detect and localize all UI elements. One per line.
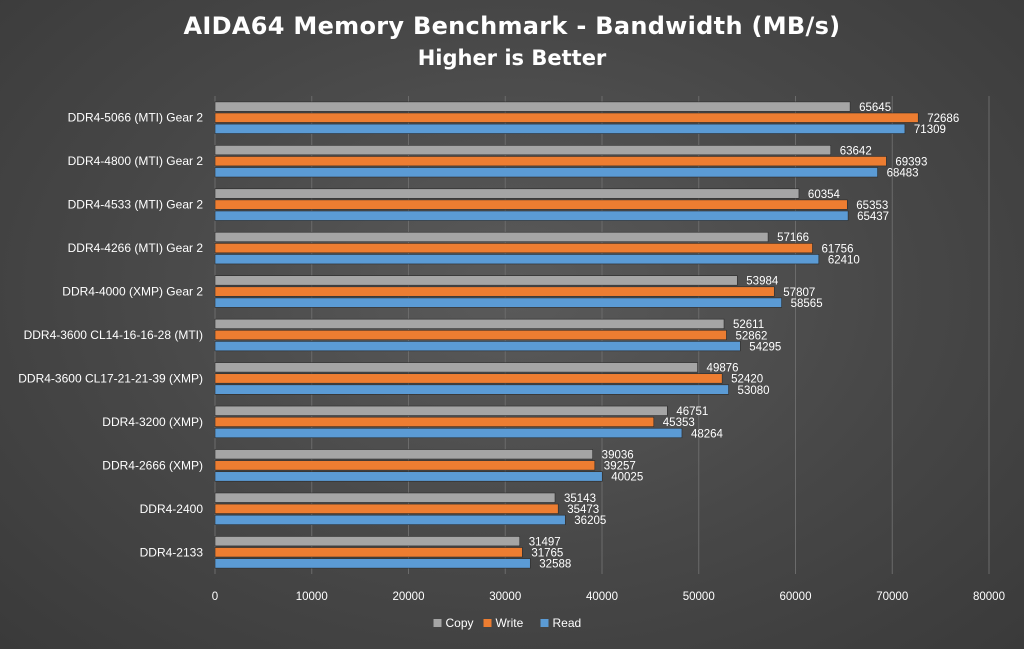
bar-copy [214, 188, 800, 199]
category-label: DDR4-3600 CL14-16-16-28 (MTI) [24, 328, 203, 342]
bar-write [214, 199, 848, 210]
category-label: DDR4-3200 (XMP) [102, 415, 203, 429]
data-label: 65353 [856, 200, 888, 212]
bar-read [214, 167, 878, 178]
bar-write [214, 243, 813, 254]
labels: 0 10000 20000 30000 40000 50000 60000 70000 8000… [18, 102, 1005, 603]
bar-write [214, 460, 596, 471]
bar-write [214, 112, 919, 123]
category-label: DDR4-2400 [140, 502, 204, 516]
bar-write [214, 416, 655, 427]
bar-copy [214, 405, 668, 416]
data-label: 72686 [927, 113, 959, 125]
bar-read [214, 427, 683, 439]
data-label: 39257 [604, 461, 636, 473]
data-label: 57807 [783, 287, 815, 299]
bars [214, 101, 919, 569]
category-label: DDR4-4000 (XMP) Gear 2 [62, 285, 203, 299]
bar-read [214, 514, 566, 525]
bar-write [214, 156, 887, 167]
legend: Copy Write Read [433, 616, 582, 630]
category-label: DDR4-5066 (MTI) Gear 2 [68, 111, 204, 125]
data-label: 52420 [731, 374, 763, 386]
x-tick-label: 40000 [586, 591, 618, 603]
x-tick-label: 10000 [296, 591, 328, 603]
bar-read [214, 384, 729, 395]
bar-write [214, 373, 723, 384]
data-label: 57166 [777, 232, 809, 244]
bar-write [214, 503, 559, 514]
data-label: 35473 [567, 504, 599, 516]
bar-copy [214, 536, 521, 547]
data-label: 65645 [859, 102, 891, 114]
bar-copy [214, 318, 725, 329]
legend-swatch-copy [433, 619, 442, 627]
data-label: 54295 [749, 341, 781, 353]
data-label: 65437 [857, 211, 889, 223]
category-label: DDR4-4266 (MTI) Gear 2 [68, 241, 204, 255]
category-label: DDR4-2666 (XMP) [102, 458, 203, 472]
x-tick-label: 30000 [489, 591, 521, 603]
bar-copy [214, 101, 851, 112]
data-label: 49876 [707, 363, 739, 375]
data-label: 68483 [887, 168, 919, 180]
x-tick-label: 70000 [876, 591, 908, 603]
category-label: DDR4-4800 (MTI) Gear 2 [68, 154, 204, 168]
x-tick-label: 80000 [973, 591, 1005, 603]
bar-copy [214, 362, 698, 373]
data-label: 60354 [808, 189, 841, 201]
bar-read [214, 254, 820, 265]
bar-write [214, 286, 775, 297]
data-label: 36205 [574, 515, 606, 527]
data-label: 63642 [840, 145, 872, 157]
bar-write [214, 329, 727, 341]
x-tick-label: 20000 [393, 591, 425, 603]
category-label: DDR4-2133 [140, 545, 204, 559]
x-tick-label: 50000 [683, 591, 715, 603]
bar-read [214, 297, 782, 308]
data-label: 52862 [735, 330, 767, 342]
data-label: 46751 [676, 406, 708, 418]
legend-label-write: Write [496, 616, 524, 630]
x-tick-label: 0 [212, 591, 218, 603]
data-label: 31497 [529, 536, 561, 548]
legend-label-read: Read [553, 616, 582, 630]
data-label: 45353 [663, 417, 695, 429]
data-label: 40025 [611, 472, 643, 484]
data-label: 62410 [828, 254, 860, 266]
x-tick-label: 60000 [780, 591, 812, 603]
bar-read [214, 471, 603, 482]
bar-read [214, 210, 849, 221]
data-label: 53984 [746, 276, 779, 288]
bar-copy [214, 492, 556, 503]
data-label: 31765 [531, 548, 563, 560]
legend-label-copy: Copy [446, 616, 474, 630]
bar-copy [214, 231, 769, 243]
legend-swatch-write [483, 619, 492, 627]
legend-swatch-read [540, 619, 549, 627]
category-label: DDR4-3600 CL17-21-21-39 (XMP) [18, 371, 203, 385]
data-label: 69393 [895, 156, 927, 168]
data-label: 39036 [602, 450, 634, 462]
data-label: 53080 [738, 385, 770, 397]
data-label: 61756 [821, 243, 853, 255]
data-label: 32588 [539, 559, 571, 571]
chart-title: AIDA64 Memory Benchmark - Bandwidth (MB/… [183, 12, 841, 40]
chart-subtitle: Higher is Better [417, 46, 607, 70]
bar-copy [214, 145, 832, 156]
data-label: 71309 [914, 124, 946, 136]
bar-copy [214, 449, 593, 460]
bar-write [214, 547, 523, 558]
category-label: DDR4-4533 (MTI) Gear 2 [68, 198, 204, 212]
bar-read [214, 558, 531, 569]
data-label: 52611 [733, 319, 764, 331]
data-label: 35143 [564, 493, 596, 505]
data-label: 48264 [691, 428, 724, 440]
data-label: 58565 [791, 298, 823, 310]
bar-read [214, 341, 741, 352]
bar-read [214, 123, 906, 134]
bar-copy [214, 275, 738, 286]
